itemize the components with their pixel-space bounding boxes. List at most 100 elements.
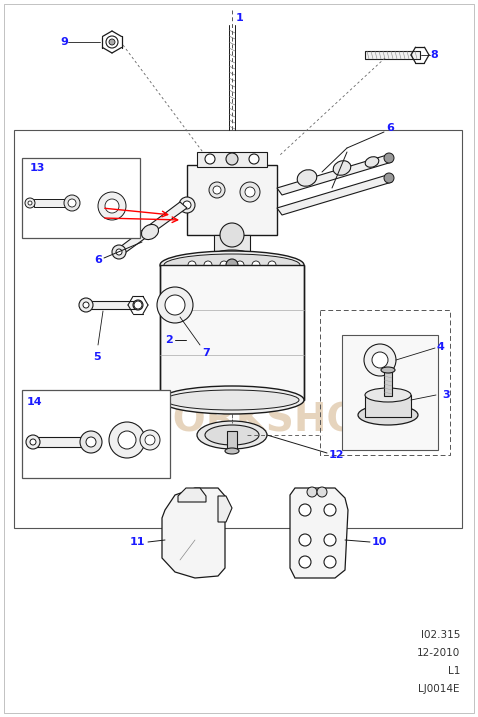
- Circle shape: [30, 439, 36, 445]
- Circle shape: [226, 153, 238, 165]
- Circle shape: [112, 245, 126, 259]
- Bar: [365, 395, 411, 417]
- Circle shape: [205, 154, 215, 164]
- Circle shape: [226, 259, 238, 271]
- Bar: [187, 165, 277, 235]
- Bar: [227, 431, 237, 451]
- Bar: [36, 437, 91, 447]
- Text: 5: 5: [93, 352, 101, 362]
- Circle shape: [86, 437, 96, 447]
- Ellipse shape: [381, 367, 395, 373]
- Circle shape: [324, 504, 336, 516]
- Circle shape: [245, 187, 255, 197]
- Ellipse shape: [160, 251, 304, 279]
- Circle shape: [209, 182, 225, 198]
- Circle shape: [79, 298, 93, 312]
- Circle shape: [80, 431, 102, 453]
- Text: 9: 9: [60, 37, 68, 47]
- Text: LRWORKSHOP: LRWORKSHOP: [76, 401, 389, 439]
- Circle shape: [157, 287, 193, 323]
- Bar: [320, 310, 450, 455]
- Text: LJ0014E: LJ0014E: [419, 684, 460, 694]
- Ellipse shape: [365, 157, 379, 167]
- Ellipse shape: [133, 300, 143, 310]
- Bar: [34, 199, 72, 207]
- Text: 12: 12: [329, 450, 345, 460]
- Circle shape: [240, 182, 260, 202]
- Polygon shape: [290, 488, 348, 578]
- Circle shape: [236, 261, 244, 269]
- Circle shape: [220, 261, 228, 269]
- Circle shape: [179, 197, 195, 213]
- Circle shape: [252, 261, 260, 269]
- Circle shape: [109, 39, 115, 45]
- Text: I02.315: I02.315: [421, 630, 460, 640]
- Ellipse shape: [205, 425, 259, 445]
- Circle shape: [204, 261, 212, 269]
- Text: 1: 1: [236, 13, 244, 23]
- Polygon shape: [277, 155, 392, 195]
- Circle shape: [109, 422, 145, 458]
- Polygon shape: [162, 488, 225, 578]
- Text: 7: 7: [202, 348, 210, 358]
- Ellipse shape: [165, 390, 299, 410]
- Circle shape: [384, 153, 394, 163]
- Circle shape: [324, 534, 336, 546]
- Circle shape: [165, 295, 185, 315]
- Bar: [88, 301, 138, 309]
- Circle shape: [26, 435, 40, 449]
- Circle shape: [25, 198, 35, 208]
- Circle shape: [68, 199, 76, 207]
- Text: 6: 6: [94, 255, 102, 265]
- Circle shape: [145, 435, 155, 445]
- Ellipse shape: [197, 421, 267, 449]
- Text: 12-2010: 12-2010: [417, 648, 460, 658]
- Ellipse shape: [225, 448, 239, 454]
- Ellipse shape: [333, 161, 351, 175]
- Ellipse shape: [160, 386, 304, 414]
- Circle shape: [220, 223, 244, 247]
- Ellipse shape: [214, 250, 250, 260]
- Text: 14: 14: [27, 397, 43, 407]
- Circle shape: [384, 173, 394, 183]
- Ellipse shape: [358, 405, 418, 425]
- Bar: [22, 390, 170, 478]
- Bar: [22, 158, 140, 238]
- Circle shape: [299, 556, 311, 568]
- Circle shape: [183, 201, 191, 209]
- Circle shape: [249, 154, 259, 164]
- Bar: [160, 265, 304, 400]
- Polygon shape: [218, 496, 232, 522]
- Text: 2: 2: [165, 335, 173, 345]
- Polygon shape: [178, 488, 206, 502]
- Bar: [342, 335, 438, 450]
- Text: 8: 8: [430, 50, 438, 60]
- Text: 13: 13: [30, 163, 45, 173]
- Circle shape: [106, 36, 118, 48]
- Circle shape: [268, 261, 276, 269]
- Bar: [384, 370, 392, 396]
- Text: 11: 11: [130, 537, 145, 547]
- Bar: [197, 152, 267, 167]
- Circle shape: [28, 201, 32, 205]
- Circle shape: [98, 192, 126, 220]
- Circle shape: [213, 186, 221, 194]
- Ellipse shape: [297, 170, 317, 186]
- Circle shape: [140, 430, 160, 450]
- Circle shape: [299, 534, 311, 546]
- Circle shape: [299, 504, 311, 516]
- Circle shape: [317, 487, 327, 497]
- Ellipse shape: [141, 224, 159, 239]
- Polygon shape: [116, 202, 187, 255]
- Circle shape: [134, 301, 142, 309]
- Circle shape: [64, 195, 80, 211]
- Circle shape: [372, 352, 388, 368]
- Circle shape: [118, 431, 136, 449]
- Circle shape: [307, 487, 317, 497]
- Text: L1: L1: [447, 666, 460, 676]
- Circle shape: [324, 556, 336, 568]
- Text: 10: 10: [372, 537, 387, 547]
- Text: 6: 6: [386, 123, 394, 133]
- Circle shape: [364, 344, 396, 376]
- Ellipse shape: [365, 388, 411, 402]
